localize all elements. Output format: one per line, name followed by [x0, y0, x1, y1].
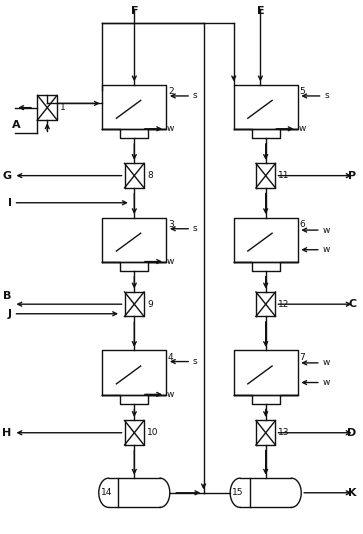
Text: w: w	[167, 124, 174, 134]
Text: w: w	[323, 378, 330, 387]
Text: 7: 7	[299, 353, 305, 362]
Text: 14: 14	[101, 488, 112, 497]
Text: 2: 2	[168, 88, 174, 97]
Text: H: H	[3, 428, 12, 438]
Text: E: E	[257, 6, 264, 15]
Text: F: F	[131, 6, 138, 15]
Text: 13: 13	[278, 428, 290, 437]
Text: w: w	[167, 257, 174, 266]
Text: 3: 3	[168, 220, 174, 229]
Text: w: w	[167, 390, 174, 399]
Text: C: C	[348, 299, 356, 309]
Text: s: s	[193, 357, 197, 366]
Text: 4: 4	[168, 353, 174, 362]
Text: w: w	[323, 358, 330, 367]
Text: D: D	[347, 428, 356, 438]
Text: s: s	[324, 91, 329, 100]
Text: A: A	[12, 120, 20, 130]
Text: P: P	[348, 171, 356, 180]
Text: B: B	[3, 291, 12, 301]
Text: I: I	[8, 198, 12, 208]
Text: 8: 8	[147, 171, 153, 180]
Text: s: s	[193, 91, 197, 100]
Text: s: s	[193, 224, 197, 233]
Text: w: w	[298, 124, 306, 134]
Text: w: w	[323, 225, 330, 234]
Text: G: G	[3, 171, 12, 180]
Text: 9: 9	[147, 300, 153, 309]
Text: w: w	[323, 245, 330, 254]
Text: J: J	[8, 309, 12, 319]
Text: 15: 15	[232, 488, 244, 497]
Text: 6: 6	[299, 220, 305, 229]
Text: 10: 10	[147, 428, 158, 437]
Text: 1: 1	[60, 103, 66, 112]
Text: 11: 11	[278, 171, 290, 180]
Text: 12: 12	[278, 300, 290, 309]
Text: 5: 5	[299, 88, 305, 97]
Text: K: K	[348, 488, 356, 498]
